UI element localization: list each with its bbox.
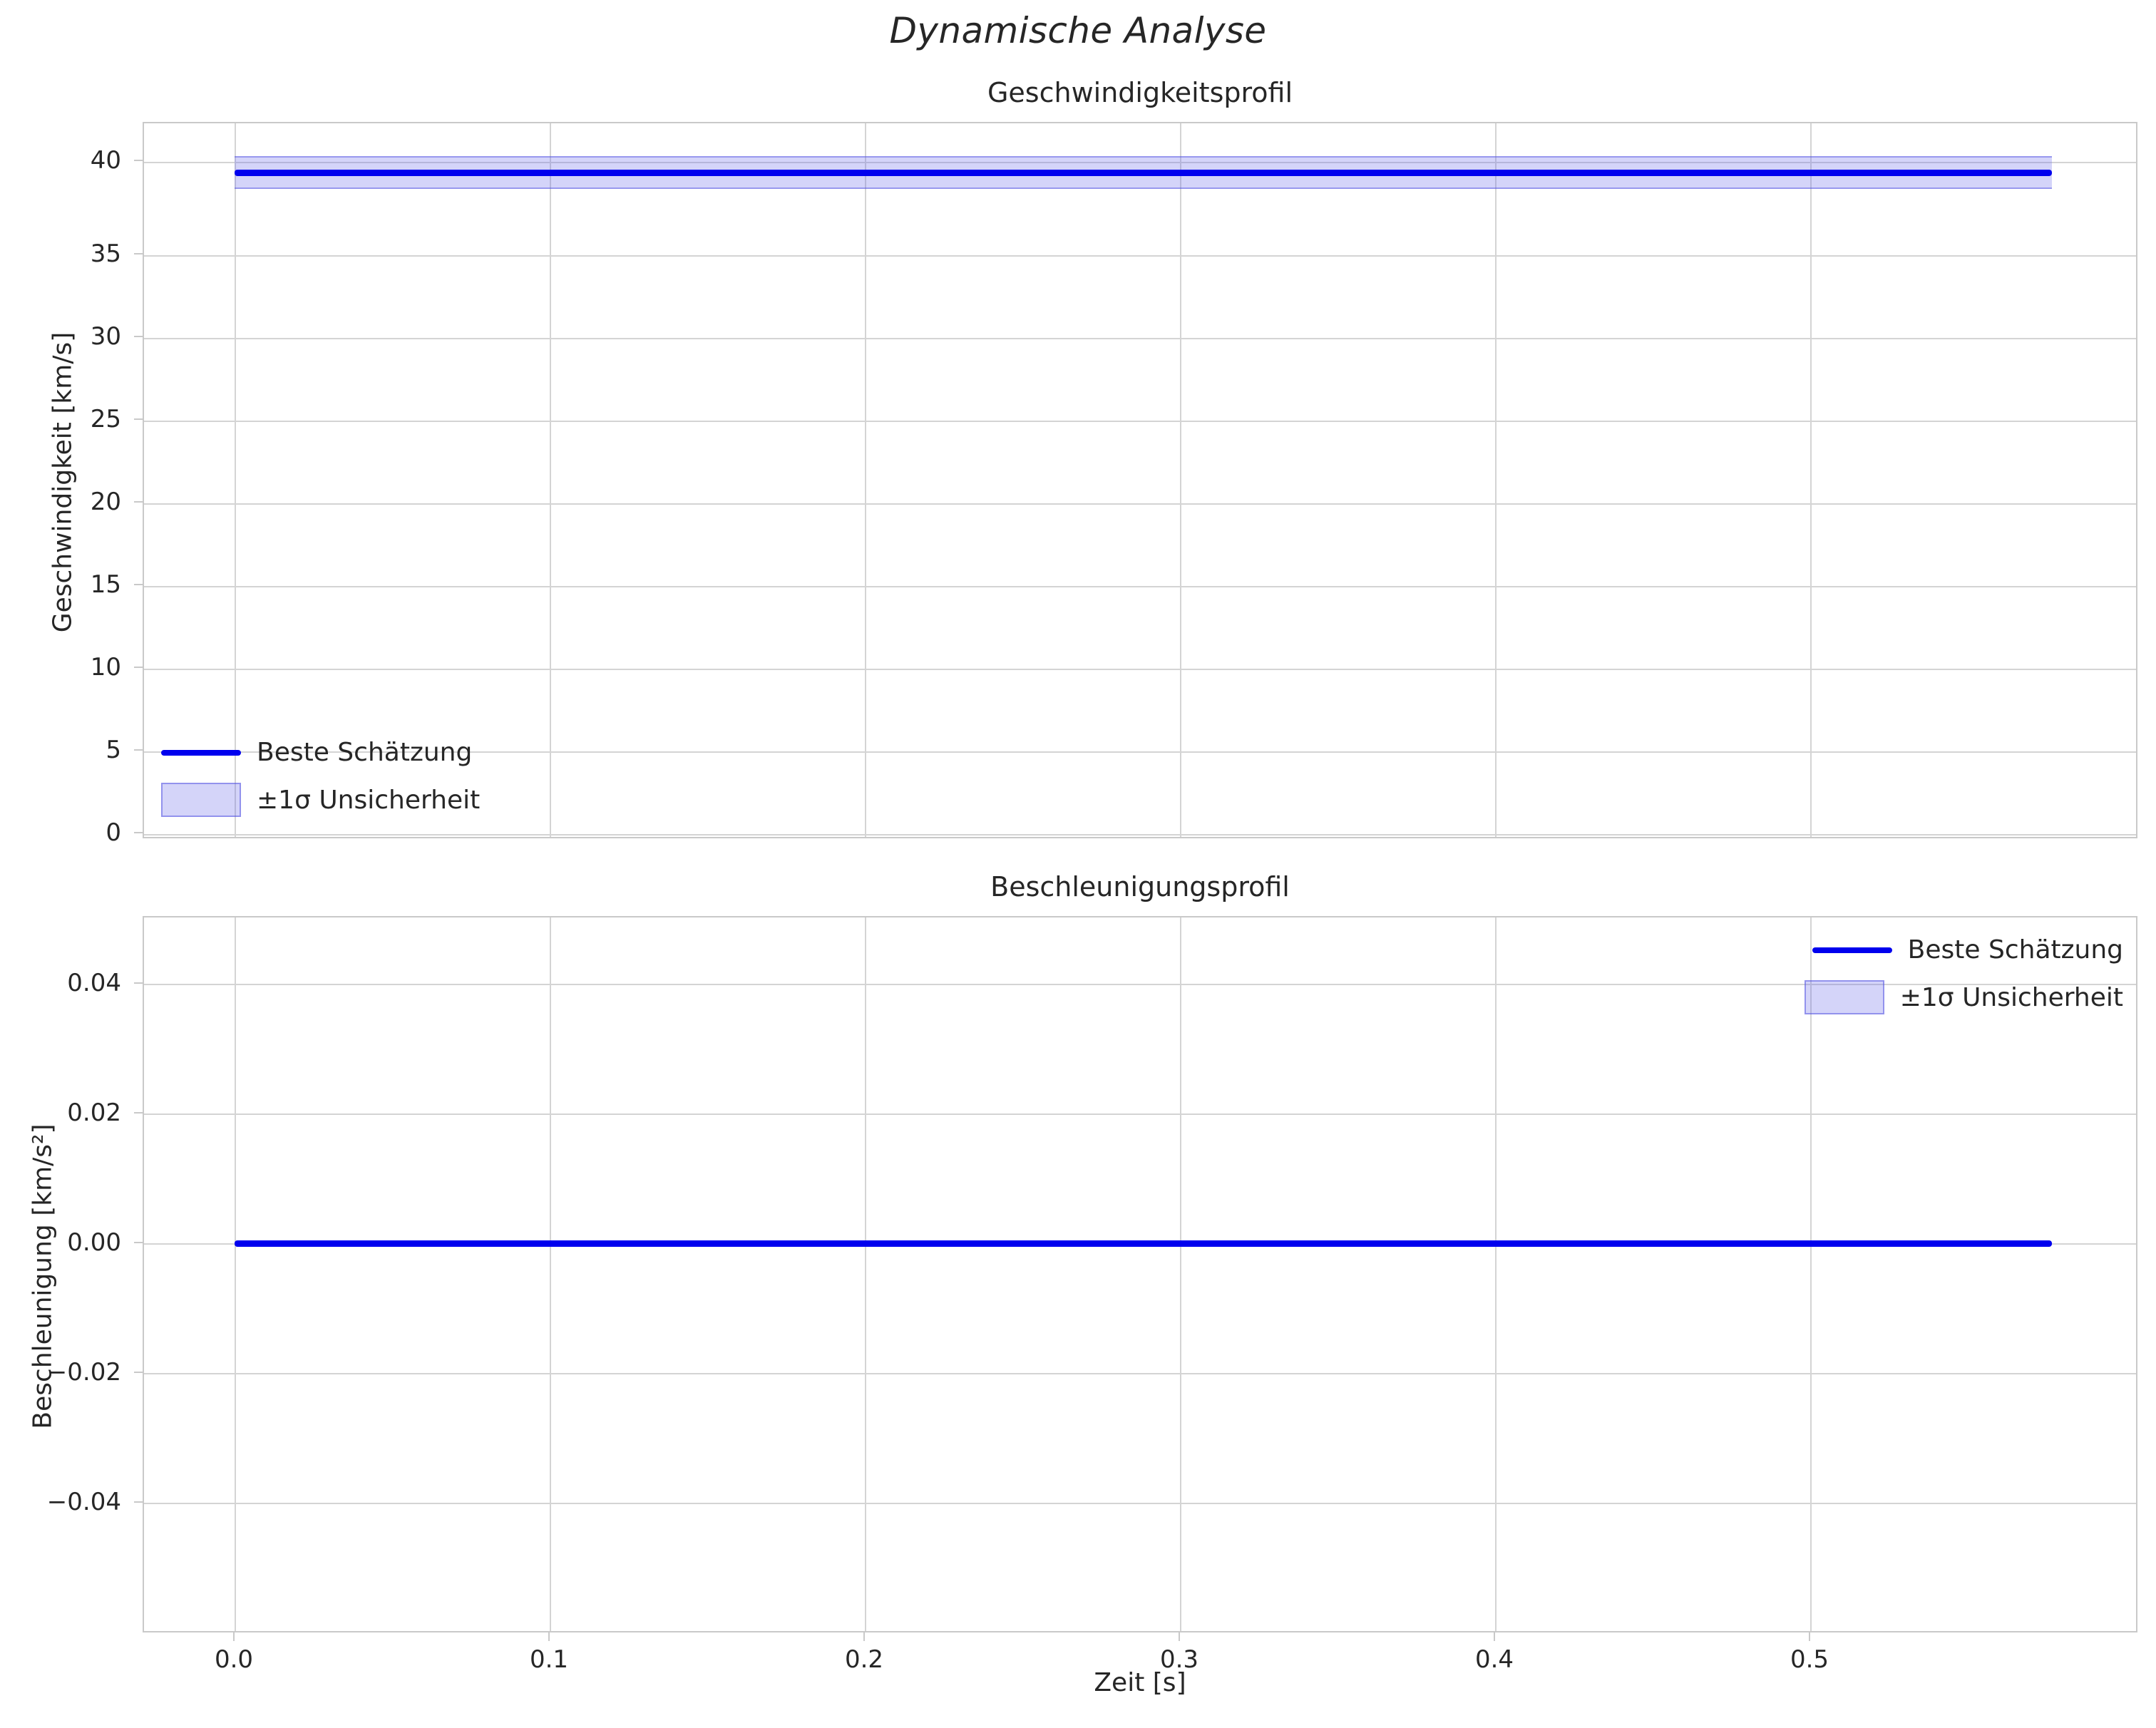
xtick-label-0.0: 0.0 xyxy=(214,1645,254,1674)
velocity-legend: Beste Schätzung ±1σ Unsicherheit xyxy=(161,738,480,817)
gridline-y--0.04 xyxy=(144,1503,2136,1504)
gridline-x-0.4 xyxy=(1495,123,1497,837)
xtick-mark xyxy=(548,1632,550,1641)
acceleration-chart-title: Beschleunigungsprofil xyxy=(990,871,1290,902)
gridline-y-20 xyxy=(144,503,2136,505)
ytick-mark-acceleration xyxy=(134,982,143,984)
ytick-label-velocity-0: 0 xyxy=(106,818,121,847)
gridline-x-0.4 xyxy=(1495,917,1497,1631)
ytick-mark-velocity xyxy=(134,749,143,751)
gridline-x-0.0 xyxy=(235,917,236,1631)
ytick-mark-velocity xyxy=(134,832,143,833)
xtick-mark xyxy=(863,1632,865,1641)
ytick-mark-acceleration xyxy=(134,1242,143,1243)
acceleration-best-estimate-line xyxy=(235,1240,2052,1247)
velocity-best-estimate-line xyxy=(235,170,2052,176)
ytick-label-acceleration--0.04: −0.04 xyxy=(46,1488,121,1516)
ytick-label-velocity-35: 35 xyxy=(90,240,121,268)
ytick-mark-acceleration xyxy=(134,1372,143,1373)
acceleration-plot-area xyxy=(143,916,2137,1632)
ytick-label-velocity-40: 40 xyxy=(90,146,121,175)
gridline-y-0.02 xyxy=(144,1114,2136,1115)
xtick-mark xyxy=(1494,1632,1495,1641)
ytick-mark-velocity xyxy=(134,336,143,337)
ytick-mark-velocity xyxy=(134,667,143,668)
legend-patch-swatch-icon xyxy=(1804,980,1884,1014)
legend-line-swatch-icon xyxy=(1812,947,1892,953)
xtick-label-0.2: 0.2 xyxy=(844,1645,884,1674)
gridline-x-0.3 xyxy=(1180,917,1181,1631)
figure-suptitle: Dynamische Analyse xyxy=(889,10,1267,51)
gridline-y-30 xyxy=(144,338,2136,339)
xtick-mark xyxy=(1179,1632,1180,1641)
xtick-label-0.1: 0.1 xyxy=(529,1645,569,1674)
gridline-x-0.1 xyxy=(550,123,551,837)
ytick-label-acceleration-0.02: 0.02 xyxy=(67,1099,121,1127)
ytick-label-acceleration-0.04: 0.04 xyxy=(67,969,121,997)
ytick-mark-velocity xyxy=(134,418,143,420)
gridline-y-0.04 xyxy=(144,984,2136,985)
gridline-y-5 xyxy=(144,751,2136,753)
legend-label-best-estimate: Beste Schätzung xyxy=(257,738,473,767)
legend-entry-uncertainty[interactable]: ±1σ Unsicherheit xyxy=(1804,980,2123,1014)
x-axis-label: Zeit [s] xyxy=(1094,1668,1186,1697)
gridline-y-10 xyxy=(144,669,2136,670)
velocity-plot-area xyxy=(143,122,2137,838)
gridline-x-0.5 xyxy=(1810,123,1812,837)
gridline-x-0.1 xyxy=(550,917,551,1631)
ytick-mark-acceleration xyxy=(134,1112,143,1114)
ytick-label-velocity-15: 15 xyxy=(90,570,121,599)
gridline-y-0 xyxy=(144,834,2136,835)
xtick-label-0.3: 0.3 xyxy=(1159,1645,1199,1674)
acceleration-legend: Beste Schätzung ±1σ Unsicherheit xyxy=(1804,935,2123,1014)
ytick-label-velocity-10: 10 xyxy=(90,653,121,682)
gridline-y-35 xyxy=(144,255,2136,257)
xtick-label-0.5: 0.5 xyxy=(1790,1645,1829,1674)
gridline-x-0.2 xyxy=(865,123,866,837)
xtick-mark xyxy=(233,1632,235,1641)
ytick-mark-acceleration xyxy=(134,1501,143,1503)
legend-label-best-estimate: Beste Schätzung xyxy=(1907,935,2123,965)
gridline-x-0.0 xyxy=(235,123,236,837)
gridline-y--0.02 xyxy=(144,1373,2136,1374)
ytick-mark-velocity xyxy=(134,501,143,503)
legend-patch-swatch-icon xyxy=(161,783,241,817)
legend-line-swatch-icon xyxy=(161,749,241,756)
ytick-label-acceleration-0.00: 0.00 xyxy=(67,1228,121,1257)
legend-entry-best-estimate[interactable]: Beste Schätzung xyxy=(1812,935,2123,965)
gridline-x-0.2 xyxy=(865,917,866,1631)
ytick-label-velocity-5: 5 xyxy=(106,736,121,764)
ytick-label-velocity-25: 25 xyxy=(90,405,121,433)
gridline-y-15 xyxy=(144,586,2136,587)
gridline-y-25 xyxy=(144,421,2136,422)
xtick-mark xyxy=(1809,1632,1810,1641)
legend-label-uncertainty: ±1σ Unsicherheit xyxy=(257,785,481,815)
legend-entry-best-estimate[interactable]: Beste Schätzung xyxy=(161,738,480,767)
ytick-mark-velocity xyxy=(134,253,143,254)
gridline-x-0.3 xyxy=(1180,123,1181,837)
velocity-y-axis-label: Geschwindigkeit [km/s] xyxy=(48,331,78,633)
ytick-label-velocity-20: 20 xyxy=(90,488,121,516)
velocity-chart-title: Geschwindigkeitsprofil xyxy=(987,77,1293,108)
ytick-mark-velocity xyxy=(134,160,143,161)
legend-label-uncertainty: ±1σ Unsicherheit xyxy=(1899,982,2123,1012)
xtick-label-0.4: 0.4 xyxy=(1474,1645,1514,1674)
ytick-mark-velocity xyxy=(134,584,143,585)
acceleration-y-axis-label: Beschleunigung [km/s²] xyxy=(28,1123,58,1429)
gridline-y-40 xyxy=(144,162,2136,163)
ytick-label-velocity-30: 30 xyxy=(90,322,121,351)
legend-entry-uncertainty[interactable]: ±1σ Unsicherheit xyxy=(161,783,480,817)
ytick-label-acceleration--0.02: −0.02 xyxy=(46,1358,121,1387)
gridline-x-0.5 xyxy=(1810,917,1812,1631)
